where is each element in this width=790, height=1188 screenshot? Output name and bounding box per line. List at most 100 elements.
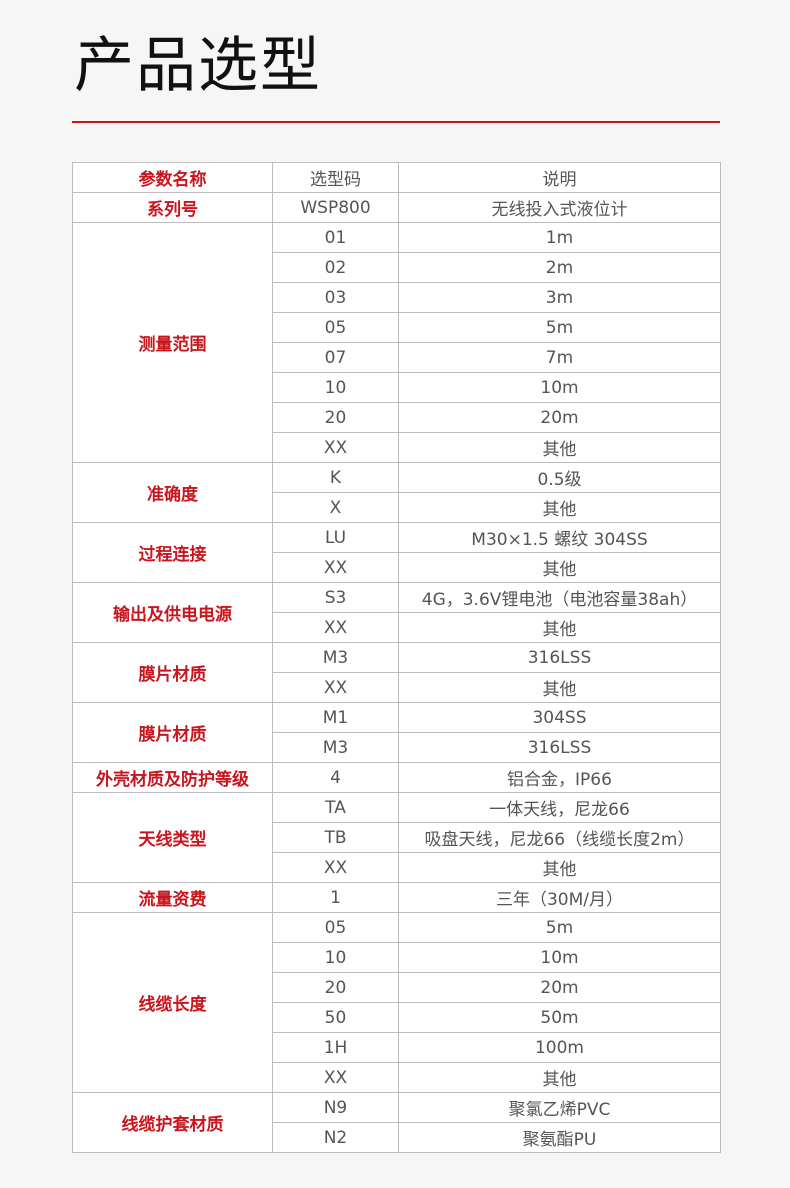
- code-cell: 20: [272, 402, 399, 433]
- desc-cell: 其他: [398, 492, 721, 523]
- table-row: 准确度 K 0.5级: [72, 462, 721, 523]
- param-name-cell: 测量范围: [72, 222, 273, 463]
- desc-cell: 1m: [398, 222, 721, 253]
- selection-table: 参数名称 选型码 说明 系列号 WSP800 无线投入式液位计 测量范围 01 1m 02 2…: [72, 162, 721, 1153]
- desc-cell: 其他: [398, 852, 721, 883]
- code-cell: N2: [272, 1122, 399, 1153]
- code-cell: N9: [272, 1092, 399, 1123]
- code-cell: 4: [272, 762, 399, 793]
- desc-cell: 10m: [398, 372, 721, 403]
- code-cell: 20: [272, 972, 399, 1003]
- desc-cell: 5m: [398, 312, 721, 343]
- code-cell: 03: [272, 282, 399, 313]
- code-cell: TA: [272, 792, 399, 823]
- code-cell: LU: [272, 522, 399, 553]
- table-row: 10 10m: [73, 372, 721, 403]
- desc-cell: 其他: [398, 552, 721, 583]
- table-row: XX 其他: [73, 1062, 721, 1093]
- code-cell: 1: [272, 882, 399, 913]
- table-row: 流量资费 1 三年（30M/月）: [72, 882, 721, 913]
- table-row: XX 其他: [73, 552, 721, 583]
- code-cell: S3: [272, 582, 399, 613]
- desc-cell: 三年（30M/月）: [398, 882, 721, 913]
- desc-cell: 316LSS: [398, 642, 721, 673]
- desc-cell: 铝合金，IP66: [398, 762, 721, 793]
- table-row: XX 其他: [73, 432, 721, 463]
- param-name-cell: 流量资费: [72, 882, 273, 913]
- desc-cell: 316LSS: [398, 732, 721, 763]
- header-desc: 说明: [398, 162, 721, 193]
- table-row: 过程连接 LU M30×1.5 螺纹 304SS: [72, 522, 721, 583]
- desc-cell: 2m: [398, 252, 721, 283]
- desc-cell: 0.5级: [398, 462, 721, 493]
- param-name-cell: 线缆长度: [72, 912, 273, 1093]
- code-cell: XX: [272, 852, 399, 883]
- table-row: 03 3m: [73, 282, 721, 313]
- table-row: N2 聚氨酯PU: [73, 1122, 721, 1153]
- desc-cell: 304SS: [398, 702, 721, 733]
- desc-cell: 20m: [398, 402, 721, 433]
- desc-cell: 100m: [398, 1032, 721, 1063]
- code-cell: 07: [272, 342, 399, 373]
- code-cell: 1H: [272, 1032, 399, 1063]
- header-code: 选型码: [272, 162, 399, 193]
- table-row: 系列号 WSP800 无线投入式液位计: [72, 192, 721, 223]
- title-divider: [72, 121, 720, 123]
- desc-cell: 10m: [398, 942, 721, 973]
- desc-cell: 其他: [398, 1062, 721, 1093]
- desc-cell: 吸盘天线，尼龙66（线缆长度2m）: [398, 822, 721, 853]
- param-name-cell: 外壳材质及防护等级: [72, 762, 273, 793]
- table-row: 膜片材质 M1 304SS: [72, 702, 721, 763]
- code-cell: M3: [272, 732, 399, 763]
- desc-cell: 无线投入式液位计: [398, 192, 721, 223]
- table-row: 07 7m: [73, 342, 721, 373]
- header-param: 参数名称: [72, 162, 273, 193]
- table-row: XX 其他: [73, 612, 721, 643]
- desc-cell: 聚氨酯PU: [398, 1122, 721, 1153]
- table-row: 02 2m: [73, 252, 721, 283]
- code-cell: M3: [272, 642, 399, 673]
- code-cell: X: [272, 492, 399, 523]
- param-name-cell: 系列号: [72, 192, 273, 223]
- table-row: 输出及供电电源 S3 4G，3.6V锂电池（电池容量38ah）: [72, 582, 721, 643]
- table-header-row: 参数名称 选型码 说明: [72, 162, 721, 193]
- param-name-cell: 线缆护套材质: [72, 1092, 273, 1153]
- param-name-cell: 膜片材质: [72, 702, 273, 763]
- code-cell: 05: [272, 912, 399, 943]
- code-cell: XX: [272, 552, 399, 583]
- table-row: 天线类型 TA 一体天线，尼龙66: [72, 792, 721, 883]
- table-row: 10 10m: [73, 942, 721, 973]
- table-row: 线缆护套材质 N9 聚氯乙烯PVC: [72, 1092, 721, 1153]
- desc-cell: 聚氯乙烯PVC: [398, 1092, 721, 1123]
- code-cell: M1: [272, 702, 399, 733]
- table-row: 膜片材质 M3 316LSS: [72, 642, 721, 703]
- desc-cell: 5m: [398, 912, 721, 943]
- param-name-cell: 输出及供电电源: [72, 582, 273, 643]
- code-cell: K: [272, 462, 399, 493]
- code-cell: 01: [272, 222, 399, 253]
- param-name-cell: 准确度: [72, 462, 273, 523]
- param-name-cell: 膜片材质: [72, 642, 273, 703]
- table-row: 线缆长度 05 5m: [72, 912, 721, 1093]
- desc-cell: 4G，3.6V锂电池（电池容量38ah）: [398, 582, 721, 613]
- table-row: 外壳材质及防护等级 4 铝合金，IP66: [72, 762, 721, 793]
- code-cell: 50: [272, 1002, 399, 1033]
- code-cell: 05: [272, 312, 399, 343]
- table-row: 测量范围 01 1m: [72, 222, 721, 463]
- code-cell: TB: [272, 822, 399, 853]
- table-row: 1H 100m: [73, 1032, 721, 1063]
- desc-cell: M30×1.5 螺纹 304SS: [398, 522, 721, 553]
- code-cell: XX: [272, 432, 399, 463]
- page-title: 产品选型: [74, 31, 322, 101]
- desc-cell: 一体天线，尼龙66: [398, 792, 721, 823]
- code-cell: XX: [272, 612, 399, 643]
- desc-cell: 其他: [398, 612, 721, 643]
- code-cell: 02: [272, 252, 399, 283]
- code-cell: 10: [272, 942, 399, 973]
- param-name-cell: 过程连接: [72, 522, 273, 583]
- code-cell: WSP800: [272, 192, 399, 223]
- code-cell: 10: [272, 372, 399, 403]
- table-row: 05 5m: [73, 312, 721, 343]
- desc-cell: 3m: [398, 282, 721, 313]
- desc-cell: 20m: [398, 972, 721, 1003]
